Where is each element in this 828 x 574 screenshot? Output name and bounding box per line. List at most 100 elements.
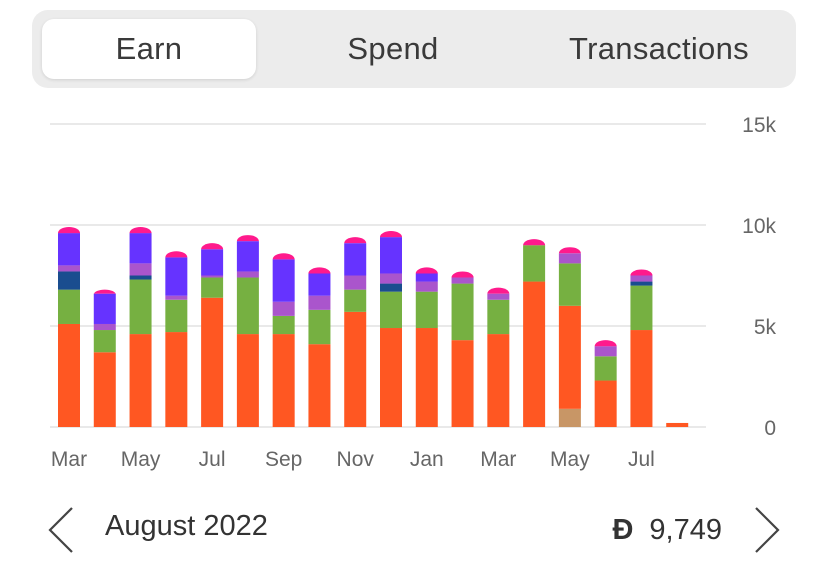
- bar-segment[interactable]: [487, 334, 510, 427]
- bar-segment[interactable]: [201, 243, 224, 250]
- bar-segment[interactable]: [129, 275, 152, 280]
- bar-segment[interactable]: [380, 283, 402, 292]
- bar-segment[interactable]: [58, 271, 80, 290]
- bar-segment[interactable]: [630, 281, 653, 286]
- bar-segment[interactable]: [272, 301, 295, 316]
- bar-segment[interactable]: [165, 251, 188, 258]
- bar-segment[interactable]: [630, 269, 653, 276]
- bar-segment[interactable]: [308, 273, 331, 296]
- bar-segment[interactable]: [380, 273, 402, 284]
- bar-segment[interactable]: [272, 259, 295, 302]
- bar-segment[interactable]: [558, 263, 581, 306]
- bar-segment[interactable]: [58, 233, 80, 266]
- x-tick-label: Jul: [628, 448, 655, 471]
- bar-segment[interactable]: [380, 231, 402, 238]
- bar-segment[interactable]: [523, 245, 546, 282]
- bar-segment[interactable]: [58, 265, 80, 272]
- bar-segment[interactable]: [93, 323, 116, 331]
- bar-segment[interactable]: [666, 422, 689, 427]
- bar-segment[interactable]: [308, 344, 331, 427]
- chevron-left-icon[interactable]: [44, 504, 84, 556]
- bar-segment[interactable]: [93, 293, 116, 324]
- bar-segment[interactable]: [165, 257, 188, 296]
- bar-segment[interactable]: [451, 283, 474, 341]
- bar-segment[interactable]: [201, 297, 224, 427]
- bar-segment[interactable]: [308, 295, 331, 310]
- bar-segment[interactable]: [558, 305, 581, 409]
- bar-segment[interactable]: [129, 227, 152, 234]
- bar-segment[interactable]: [129, 279, 152, 335]
- y-tick-label: 0: [764, 417, 776, 440]
- chevron-right-icon[interactable]: [746, 504, 786, 556]
- bar-segment[interactable]: [594, 340, 617, 347]
- y-tick-label: 10k: [742, 215, 776, 238]
- bar-segment[interactable]: [236, 241, 259, 272]
- bar-segment[interactable]: [344, 237, 367, 244]
- x-tick-label: Mar: [51, 448, 87, 471]
- bar-segment[interactable]: [272, 253, 295, 260]
- bar-segment[interactable]: [201, 277, 224, 298]
- bar-segment[interactable]: [558, 408, 581, 427]
- tab-spend[interactable]: Spend: [347, 31, 439, 66]
- earnings-bar-chart: 15k 10k 5k 0 Mar May Jul Sep Nov Jan Mar May Jul: [50, 114, 776, 471]
- bar-segment[interactable]: [129, 263, 152, 276]
- bar-segment[interactable]: [594, 356, 617, 381]
- x-tick-label: May: [550, 448, 590, 471]
- bar-segment[interactable]: [93, 330, 116, 353]
- tab-earn[interactable]: Earn: [42, 19, 256, 79]
- bar-segment[interactable]: [523, 281, 546, 427]
- bar-segment[interactable]: [344, 243, 367, 276]
- bar-segment[interactable]: [93, 352, 116, 427]
- bar-segment[interactable]: [236, 235, 259, 242]
- bar-segment[interactable]: [58, 323, 80, 427]
- bar-segment[interactable]: [236, 271, 259, 278]
- bar-segment[interactable]: [236, 277, 259, 335]
- total-value: 9,749: [649, 514, 722, 546]
- bar-segment[interactable]: [380, 291, 402, 329]
- bar-segment[interactable]: [558, 247, 581, 254]
- bar-segment[interactable]: [236, 334, 259, 427]
- tab-bar: Earn Spend Transactions: [32, 10, 796, 88]
- bar-segment[interactable]: [594, 346, 617, 357]
- bar-segment[interactable]: [415, 328, 438, 427]
- bar-segment[interactable]: [487, 299, 510, 335]
- bar-segment[interactable]: [487, 293, 510, 300]
- tab-transactions[interactable]: Transactions: [569, 31, 749, 66]
- bar-segment[interactable]: [558, 253, 581, 264]
- bar-segment[interactable]: [415, 281, 438, 292]
- y-tick-label: 15k: [742, 114, 776, 137]
- bar-segment[interactable]: [630, 285, 653, 331]
- bar-segment[interactable]: [487, 287, 510, 294]
- bar-segment[interactable]: [129, 233, 152, 264]
- period-total: Đ 9,749: [612, 514, 722, 547]
- bar-segment[interactable]: [129, 334, 152, 427]
- bar-segment[interactable]: [93, 289, 116, 295]
- bar-segment[interactable]: [451, 340, 474, 427]
- bar-segment[interactable]: [165, 299, 188, 333]
- bar-segment[interactable]: [451, 277, 474, 284]
- bar-segment[interactable]: [165, 332, 188, 427]
- bar-segment[interactable]: [201, 249, 224, 276]
- bar-segment[interactable]: [380, 237, 402, 274]
- bar-segment[interactable]: [344, 311, 367, 427]
- bar-segment[interactable]: [58, 289, 80, 324]
- bar-segment[interactable]: [451, 271, 474, 278]
- bar-segment[interactable]: [201, 275, 224, 278]
- bar-segment[interactable]: [165, 295, 188, 300]
- bar-segment[interactable]: [272, 334, 295, 427]
- bar-segment[interactable]: [380, 328, 402, 427]
- bar-segment[interactable]: [344, 289, 367, 312]
- bar-segment[interactable]: [415, 273, 438, 282]
- bar-segment[interactable]: [308, 309, 331, 345]
- bar-segment[interactable]: [630, 330, 653, 427]
- bar-segment[interactable]: [344, 275, 367, 290]
- bar-segment[interactable]: [415, 267, 438, 274]
- bar-segment[interactable]: [308, 267, 331, 274]
- bar-segment[interactable]: [415, 291, 438, 329]
- bar-segment[interactable]: [523, 239, 546, 246]
- bar-segment[interactable]: [272, 315, 295, 335]
- period-label: August 2022: [105, 510, 268, 542]
- bar-segment[interactable]: [58, 227, 80, 234]
- bar-segment[interactable]: [594, 380, 617, 427]
- bar-segment[interactable]: [630, 275, 653, 282]
